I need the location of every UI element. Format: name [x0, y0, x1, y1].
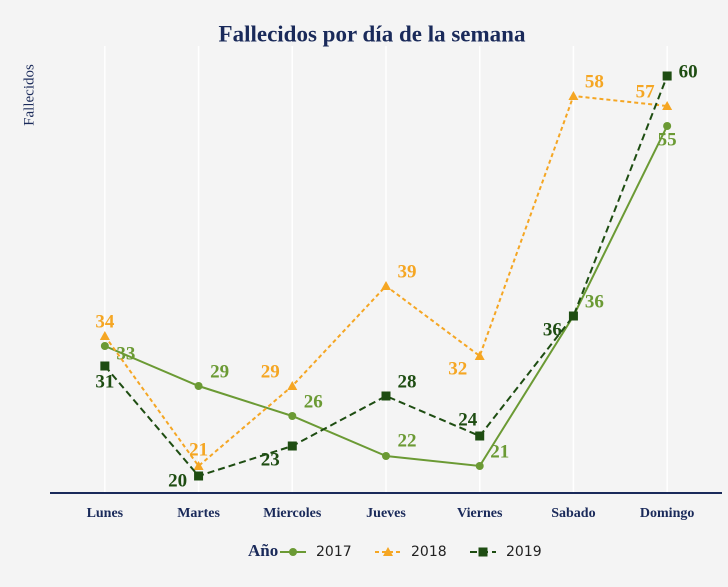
marker	[193, 461, 204, 470]
legend-label: 2018	[411, 544, 447, 560]
data-label: 32	[448, 358, 467, 379]
x-tick-label: Sabado	[551, 506, 595, 521]
legend-title: Año	[248, 541, 278, 560]
data-label: 24	[458, 409, 478, 430]
marker	[287, 381, 298, 390]
data-label: 31	[95, 371, 114, 392]
marker	[662, 101, 673, 110]
legend-label: 2019	[506, 544, 542, 560]
plot: 33 29 26 22 21 36 55 34 21 29 39 32 58 57 31 20 23 28 24 36…	[95, 61, 697, 491]
data-label: 39	[398, 261, 417, 282]
grid: Lunes Martes Miercoles Jueves Viernes Sabado D…	[87, 46, 694, 521]
marker	[100, 342, 109, 350]
marker	[99, 331, 110, 340]
data-label: 29	[261, 361, 280, 382]
marker	[475, 431, 485, 441]
marker	[474, 351, 485, 360]
marker	[568, 91, 579, 100]
marker	[478, 547, 488, 557]
marker	[663, 122, 672, 130]
data-label: 60	[679, 61, 698, 82]
data-label: 22	[398, 430, 417, 451]
marker	[662, 71, 672, 81]
data-label: 33	[116, 343, 135, 364]
data-label: 34	[95, 311, 115, 332]
marker	[568, 311, 578, 321]
marker	[288, 412, 297, 420]
data-label: 23	[261, 449, 280, 470]
legend-label: 2017	[316, 544, 352, 560]
data-label: 57	[636, 81, 656, 102]
marker	[194, 382, 203, 390]
x-tick-label: Viernes	[457, 506, 503, 521]
x-tick-label: Miercoles	[263, 506, 322, 521]
data-label: 28	[398, 371, 417, 392]
x-tick-label: Jueves	[366, 506, 406, 521]
legend: Año 2017 2018 2019	[248, 541, 542, 560]
marker	[383, 547, 393, 556]
marker	[381, 391, 391, 401]
data-label: 55	[658, 129, 677, 150]
x-tick-label: Martes	[177, 506, 220, 521]
data-label: 20	[168, 470, 187, 491]
y-axis-label: Fallecidos	[21, 64, 37, 126]
data-label: 26	[304, 391, 323, 412]
chart-title: Fallecidos por día de la semana	[219, 21, 526, 46]
x-tick-label: Lunes	[87, 506, 124, 521]
marker	[287, 441, 297, 451]
marker	[381, 281, 391, 290]
data-label: 58	[585, 71, 604, 92]
marker	[194, 471, 204, 481]
data-label: 36	[585, 291, 604, 312]
marker	[475, 462, 484, 470]
data-label: 21	[189, 439, 208, 460]
marker	[100, 361, 110, 371]
data-label: 29	[210, 361, 229, 382]
data-label: 21	[490, 441, 509, 462]
marker	[289, 548, 297, 556]
marker	[382, 452, 390, 460]
x-tick-label: Domingo	[640, 506, 694, 521]
data-label: 36	[543, 319, 562, 340]
